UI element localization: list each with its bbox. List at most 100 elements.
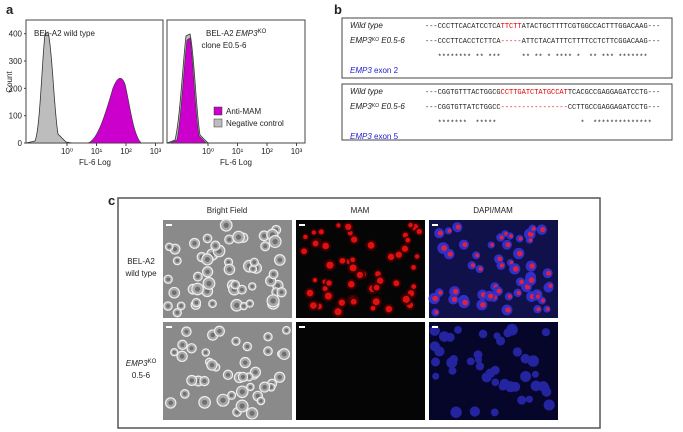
row-label: BEL-A2 <box>127 257 155 266</box>
cell-signal <box>311 230 316 235</box>
cell-core <box>227 237 232 242</box>
cell-core <box>249 410 255 416</box>
sequence-part: CCTTGATCTATGCCAT <box>501 89 568 97</box>
cell-core <box>250 284 254 289</box>
cell-signal <box>336 223 341 228</box>
cell <box>430 357 441 367</box>
row-label: Wild type <box>350 21 383 30</box>
plot-title: BEL-A2 EMP3KO <box>206 29 267 38</box>
cell-signal <box>402 295 410 303</box>
cell-signal <box>441 245 448 251</box>
label-part: EMP3 <box>350 132 372 141</box>
sequence-part: TTCTT <box>501 23 522 31</box>
cell <box>543 399 555 411</box>
cell <box>499 378 510 389</box>
cell-core <box>279 290 284 295</box>
cell-core <box>202 399 208 405</box>
cell <box>527 355 540 367</box>
histogram-anti-mam <box>169 37 207 144</box>
column-header: Bright Field <box>207 206 247 215</box>
y-axis-label: Count <box>5 71 14 93</box>
x-tick-label: 10¹ <box>91 147 103 156</box>
cell-core <box>281 351 287 357</box>
cell-signal <box>372 298 380 306</box>
cell-core <box>242 304 246 308</box>
column-header: MAM <box>351 206 370 215</box>
cell-signal <box>531 226 536 231</box>
micrograph <box>296 322 425 420</box>
cell-signal <box>536 307 541 312</box>
cell-core <box>269 385 273 389</box>
panel-label: b <box>334 2 342 17</box>
cell <box>490 408 499 417</box>
cell <box>450 406 462 418</box>
legend-swatch <box>213 106 223 116</box>
cell-core <box>259 399 263 403</box>
x-tick-label: 10² <box>120 147 132 156</box>
cell <box>440 332 448 340</box>
conservation: ******* ***** * ************** <box>425 120 652 128</box>
cell-signal <box>451 296 457 302</box>
histogram-anti-mam <box>87 77 142 144</box>
cell-core <box>179 304 183 308</box>
cell-core <box>213 243 218 248</box>
cell-signal <box>509 260 514 265</box>
cell-core <box>184 329 189 334</box>
y-tick-label: 300 <box>9 57 23 66</box>
cell-signal <box>350 257 356 263</box>
cell-signal <box>519 279 524 285</box>
cell-core <box>253 370 258 375</box>
cell <box>541 328 551 337</box>
scale-bar <box>432 326 438 328</box>
cell-signal <box>516 290 521 296</box>
cell-core <box>234 339 238 344</box>
cell-signal <box>306 289 314 297</box>
cell-core <box>266 334 270 339</box>
cell-signal <box>505 307 511 313</box>
cell-signal <box>432 295 439 302</box>
row-label: EMP3KO <box>126 359 157 368</box>
cell-signal <box>350 298 357 305</box>
cell <box>485 368 496 379</box>
legend-label: Negative control <box>226 119 284 128</box>
cell <box>512 347 522 357</box>
cell-signal <box>541 298 546 303</box>
cell-signal <box>411 284 417 289</box>
sequence-part: ---CCCTTCACATCCTCA <box>425 23 501 31</box>
cell-core <box>166 304 170 308</box>
x-tick-label: 10¹ <box>232 147 244 156</box>
cell-core <box>172 350 176 354</box>
cell <box>432 372 440 380</box>
x-tick-label: 10³ <box>291 147 303 156</box>
x-tick-label: 10⁰ <box>61 147 73 156</box>
legend-label: Anti-MAM <box>226 107 261 116</box>
conservation: ******** ** *** ** ** * **** * ** *** **… <box>425 54 648 62</box>
cell-core <box>202 379 207 384</box>
cell-signal <box>349 264 357 272</box>
cell-core <box>263 244 268 249</box>
row-label: wild type <box>124 269 157 278</box>
cell-signal <box>548 283 553 288</box>
plot-title: clone E0.5-6 <box>202 41 247 50</box>
cell-signal <box>528 277 535 284</box>
exon-label: EMP3 exon 5 <box>350 132 399 141</box>
cell-core <box>277 257 283 263</box>
exon-label: EMP3 exon 2 <box>350 66 399 75</box>
row-label: EMP3KO E0.5-6 <box>350 102 405 111</box>
cell-signal <box>351 236 358 243</box>
cell-signal <box>411 265 416 270</box>
cell-signal <box>509 234 513 238</box>
scale-bar <box>299 224 305 226</box>
cell-core <box>225 372 231 377</box>
cell-core <box>251 267 255 271</box>
x-axis-label: FL-6 Log <box>220 158 252 167</box>
cell-signal <box>326 261 334 269</box>
legend-swatch <box>213 118 223 128</box>
label-part: E0.5-6 <box>379 102 405 111</box>
cell-signal <box>496 288 502 294</box>
scale-bar <box>299 326 305 328</box>
cell-signal <box>322 286 328 292</box>
cell-core <box>271 272 276 277</box>
cell-signal <box>375 271 381 277</box>
row-label: EMP3KO E0.5-6 <box>350 36 405 45</box>
